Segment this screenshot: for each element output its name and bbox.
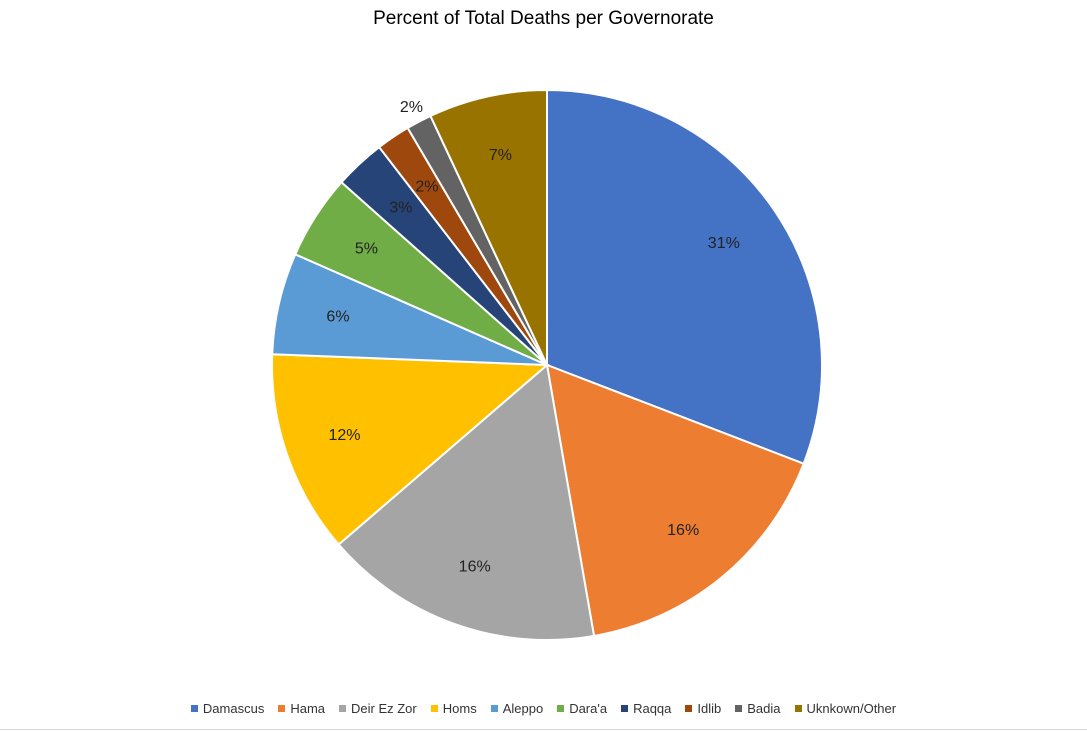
chart-legend: Damascus Hama Deir Ez Zor Homs Aleppo Dara'a R…	[0, 701, 1087, 716]
data-label-raqqa: 3%	[389, 200, 412, 217]
legend-label: Uknkown/Other	[806, 701, 897, 716]
legend-swatch	[339, 705, 347, 712]
data-label-uknkown-other: 7%	[489, 147, 512, 164]
legend-item-homs: Homs	[430, 701, 477, 716]
legend-label: Badia	[747, 701, 781, 716]
legend-item-deir-ez-zor: Deir Ez Zor	[339, 701, 417, 716]
legend-item-damascus: Damascus	[190, 701, 265, 716]
data-label-dara-a: 5%	[355, 241, 378, 258]
legend-swatch	[685, 705, 693, 712]
data-label-damascus: 31%	[708, 235, 740, 252]
legend-swatch	[190, 705, 198, 712]
legend-label: Hama	[290, 701, 326, 716]
bottom-divider	[0, 729, 1087, 730]
legend-swatch	[621, 705, 629, 712]
legend-item-dara-a: Dara'a	[557, 701, 607, 716]
legend-item-aleppo: Aleppo	[490, 701, 544, 716]
legend-swatch	[735, 705, 743, 712]
legend-swatch	[794, 705, 802, 712]
legend-label: Damascus	[202, 701, 265, 716]
pie-slice-damascus	[546, 88, 823, 466]
chart-title: Percent of Total Deaths per Governorate	[373, 8, 714, 29]
legend-label: Raqqa	[633, 701, 672, 716]
pie-slice-uknkown-other	[429, 88, 548, 366]
legend-swatch	[278, 705, 286, 712]
legend-label: Deir Ez Zor	[351, 701, 417, 716]
legend-item-uknkown-other: Uknkown/Other	[794, 701, 897, 716]
legend-item-idlib: Idlib	[685, 701, 721, 716]
legend-swatch	[490, 705, 498, 712]
legend-label: Dara'a	[569, 701, 608, 716]
legend-label: Homs	[442, 701, 477, 716]
pie-slice-homs	[271, 353, 550, 546]
data-label-aleppo: 6%	[326, 308, 349, 325]
legend-label: Aleppo	[502, 701, 544, 716]
legend-swatch	[430, 705, 438, 712]
legend-swatch	[557, 705, 565, 712]
data-label-deir-ez-zor: 16%	[459, 558, 491, 575]
data-label-idlib: 2%	[415, 179, 438, 196]
pie-slice-hama	[545, 363, 805, 638]
pie-slice-deir-ez-zor	[337, 363, 596, 641]
data-label-homs: 12%	[328, 427, 360, 444]
data-label-hama: 16%	[667, 522, 699, 539]
legend-item-hama: Hama	[278, 701, 325, 716]
legend-item-badia: Badia	[735, 701, 781, 716]
legend-label: Idlib	[697, 701, 722, 716]
data-label-badia: 2%	[400, 99, 423, 116]
legend-item-raqqa: Raqqa	[621, 701, 671, 716]
